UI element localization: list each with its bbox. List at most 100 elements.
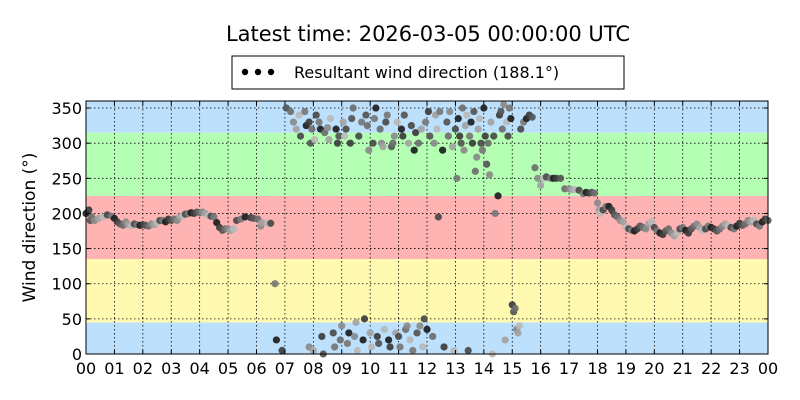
data-point <box>409 346 417 355</box>
data-point <box>394 332 403 341</box>
data-point <box>348 114 356 123</box>
data-point <box>436 107 444 116</box>
data-point <box>433 125 441 133</box>
data-point <box>474 125 482 133</box>
data-point <box>336 336 344 344</box>
data-point <box>406 336 414 344</box>
chart-title: Latest time: 2026-03-05 00:00:00 UTC <box>226 22 630 46</box>
data-point <box>308 125 316 133</box>
y-tick-label: 0 <box>72 345 82 364</box>
data-point <box>210 213 218 221</box>
data-point <box>453 174 461 182</box>
data-point <box>439 146 447 154</box>
data-point <box>323 124 332 132</box>
data-point <box>446 107 454 116</box>
x-tick-label: 00 <box>758 359 778 378</box>
data-point <box>593 199 602 207</box>
data-point <box>429 332 437 341</box>
x-axis: 00 01 02 03 04 05 06 07 08 09 10 11 12 13 14 15 16 17 18 19… <box>76 101 778 378</box>
data-point <box>305 118 313 126</box>
data-point <box>333 139 342 147</box>
x-tick-label: 08 <box>303 359 323 378</box>
data-point <box>500 100 508 109</box>
data-point <box>619 218 627 226</box>
x-tick-label: 18 <box>587 359 607 378</box>
x-tick-label: 10 <box>360 359 380 378</box>
data-point <box>292 125 300 133</box>
data-point <box>373 332 381 341</box>
data-point <box>410 146 418 154</box>
x-tick-label: 21 <box>673 359 693 378</box>
x-tick-label: 20 <box>644 359 664 378</box>
data-point <box>480 104 488 112</box>
data-point <box>379 143 387 151</box>
data-point <box>485 171 494 179</box>
data-point <box>403 322 411 330</box>
data-point <box>349 104 357 112</box>
data-point <box>471 167 479 175</box>
x-tick-label: 05 <box>218 359 238 378</box>
y-tick-label: 100 <box>51 275 82 294</box>
y-axis-label: Wind direction (°) <box>20 153 40 303</box>
data-point <box>397 125 406 133</box>
data-point <box>372 104 380 112</box>
data-point <box>531 164 539 172</box>
x-tick-label: 02 <box>133 359 153 378</box>
y-tick-label: 50 <box>62 310 82 329</box>
data-point <box>412 129 420 137</box>
data-point <box>419 343 427 351</box>
data-point <box>326 114 334 123</box>
data-point <box>318 332 326 341</box>
x-tick-label: 19 <box>616 359 636 378</box>
data-point <box>505 104 514 112</box>
data-point <box>504 132 512 140</box>
data-point <box>315 118 323 126</box>
x-tick-label: 01 <box>104 359 124 378</box>
data-point <box>417 125 425 133</box>
data-point <box>454 114 462 123</box>
data-point <box>413 329 421 337</box>
data-point <box>591 189 599 197</box>
data-point <box>490 132 498 140</box>
data-point <box>494 192 502 200</box>
data-point <box>478 146 487 154</box>
legend-label: Resultant wind direction (188.1°) <box>294 63 559 82</box>
data-point <box>458 104 467 112</box>
x-tick-label: 16 <box>530 359 550 378</box>
direction-band <box>86 259 768 323</box>
data-point <box>271 280 279 288</box>
data-point <box>507 114 515 123</box>
legend: Resultant wind direction (188.1°) <box>231 55 625 90</box>
data-point <box>423 325 431 334</box>
x-tick-label: 12 <box>417 359 437 378</box>
x-tick-label: 11 <box>388 359 408 378</box>
x-tick-label: 07 <box>275 359 295 378</box>
data-point <box>461 121 469 130</box>
data-point <box>444 132 452 140</box>
data-point <box>258 218 266 227</box>
data-point <box>332 125 340 133</box>
data-points <box>82 100 772 358</box>
data-point <box>424 107 433 116</box>
data-point <box>497 107 505 116</box>
data-point <box>389 139 397 147</box>
x-tick-label: 04 <box>189 359 209 378</box>
data-point <box>385 336 393 344</box>
data-point <box>483 160 491 168</box>
data-point <box>484 139 492 147</box>
legend-marker <box>241 68 275 76</box>
data-point <box>407 121 415 130</box>
data-point <box>517 125 525 133</box>
data-point <box>343 339 352 348</box>
data-point <box>359 336 367 344</box>
data-point <box>487 118 495 126</box>
data-point <box>267 219 275 227</box>
data-point <box>451 125 460 133</box>
data-point <box>369 139 377 147</box>
data-point <box>421 118 430 126</box>
data-point <box>468 139 477 147</box>
x-tick-label: 17 <box>559 359 579 378</box>
data-point <box>450 346 458 355</box>
data-point <box>460 146 468 154</box>
